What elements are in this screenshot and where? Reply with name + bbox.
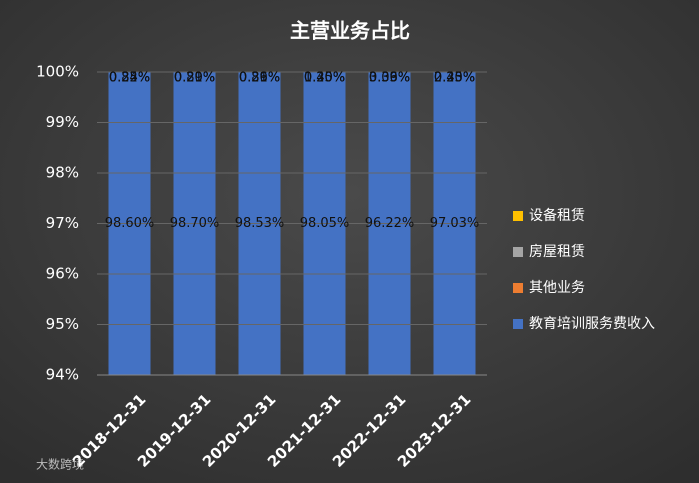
y-tick-label: 96% [46, 265, 79, 283]
data-label: 0.29% [174, 71, 215, 86]
y-tick-label: 99% [46, 113, 79, 131]
data-label: 98.70% [170, 216, 220, 231]
data-label: 0.80% [174, 71, 215, 86]
legend-label: 其他业务 [529, 280, 585, 296]
data-label: 98.60% [105, 216, 155, 231]
y-tick-label: 94% [46, 366, 79, 384]
data-label: 3.09% [369, 71, 410, 86]
data-label: 0.30% [304, 71, 345, 86]
data-label: 0.22% [109, 71, 150, 86]
legend-swatch [513, 247, 523, 257]
chart-title: 主营业务占比 [290, 19, 410, 43]
data-label: 1.40% [304, 71, 345, 86]
data-label: 98.05% [300, 216, 350, 231]
y-tick-label: 100% [36, 63, 79, 81]
legend-label: 设备租赁 [529, 207, 585, 224]
data-label: 0.21% [174, 71, 215, 86]
y-tick-label: 95% [46, 315, 79, 333]
data-label: 0.33% [369, 71, 410, 86]
data-label: 98.53% [235, 216, 285, 231]
data-label: 0.35% [109, 71, 150, 86]
data-label: 97.03% [430, 216, 480, 231]
data-label: 96.22% [365, 216, 415, 231]
data-label: 0.26% [239, 71, 280, 86]
data-label: 0.89% [239, 71, 280, 86]
data-label: 2.45% [434, 71, 475, 86]
legend-swatch [513, 319, 523, 329]
data-label: 0.25% [304, 71, 345, 86]
y-tick-label: 97% [46, 214, 79, 232]
watermark: 大数跨境 [36, 457, 84, 472]
data-label: 0.30% [434, 71, 475, 86]
data-label: 0.31% [239, 71, 280, 86]
data-label: 0.84% [109, 71, 150, 86]
legend-swatch [513, 283, 523, 293]
legend-swatch [513, 211, 523, 221]
y-tick-label: 98% [46, 164, 79, 182]
data-label: 0.23% [434, 71, 475, 86]
data-label: 0.36% [369, 71, 410, 86]
legend-label: 房屋租赁 [529, 244, 585, 260]
legend-label: 教育培训服务费收入 [529, 316, 655, 332]
